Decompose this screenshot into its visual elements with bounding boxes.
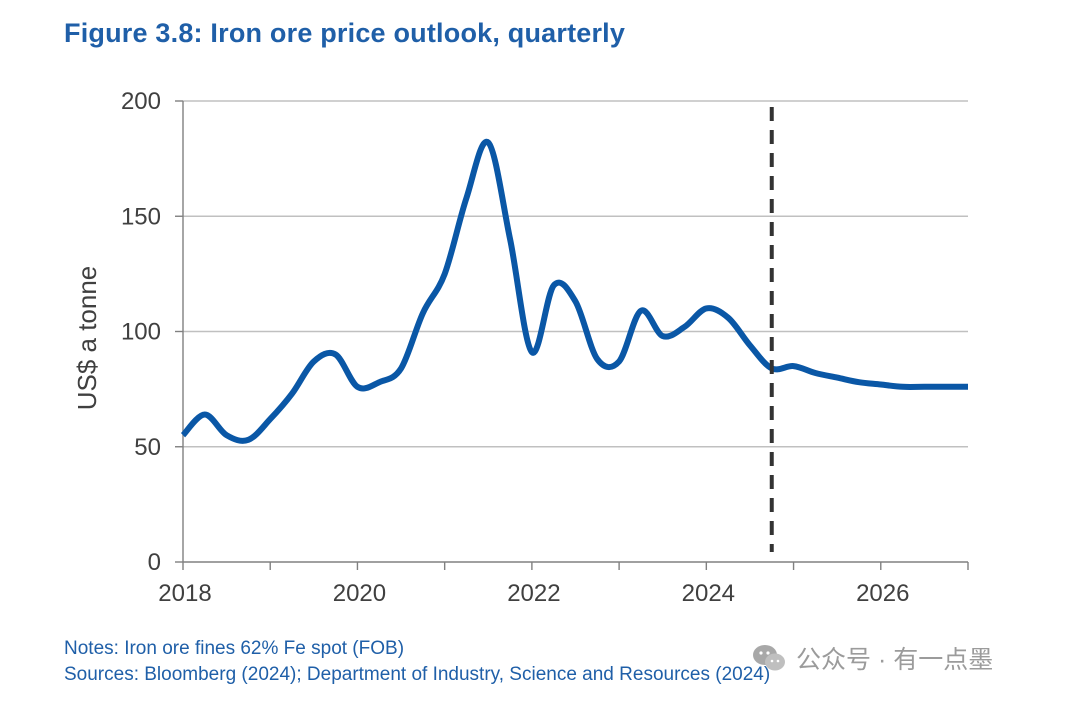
x-tick-label: 2026	[856, 580, 909, 607]
notes-text: Notes: Iron ore fines 62% Fe spot (FOB)	[64, 638, 405, 659]
y-tick-label: 100	[121, 319, 161, 346]
axes	[175, 100, 969, 570]
tick-labels: 0 50 100 150 200 2018 2020 2022 2024 2026	[121, 88, 910, 607]
x-tick-label: 2024	[682, 580, 735, 607]
series-layer	[180, 138, 968, 444]
series-line-0	[180, 138, 968, 444]
x-tick-label: 2022	[507, 580, 560, 607]
y-axis-label: US$ a tonne	[72, 266, 102, 411]
gridlines	[183, 100, 968, 448]
x-tick-label: 2018	[158, 580, 211, 607]
sources-text: Sources: Bloomberg (2024); Department of…	[64, 664, 771, 685]
watermark: 公众号 · 有一点墨	[752, 640, 993, 676]
chat-bubble-icon	[753, 645, 785, 671]
watermark-text: 公众号 · 有一点墨	[796, 646, 994, 674]
chart-title: Figure 3.8: Iron ore price outlook, quar…	[64, 18, 626, 48]
x-tick-label: 2020	[333, 580, 386, 607]
y-tick-label: 150	[121, 203, 161, 230]
y-tick-label: 0	[148, 549, 161, 576]
y-tick-label: 50	[134, 434, 161, 461]
notes-block: Notes: Iron ore fines 62% Fe spot (FOB) …	[64, 636, 770, 688]
y-tick-label: 200	[121, 88, 161, 115]
